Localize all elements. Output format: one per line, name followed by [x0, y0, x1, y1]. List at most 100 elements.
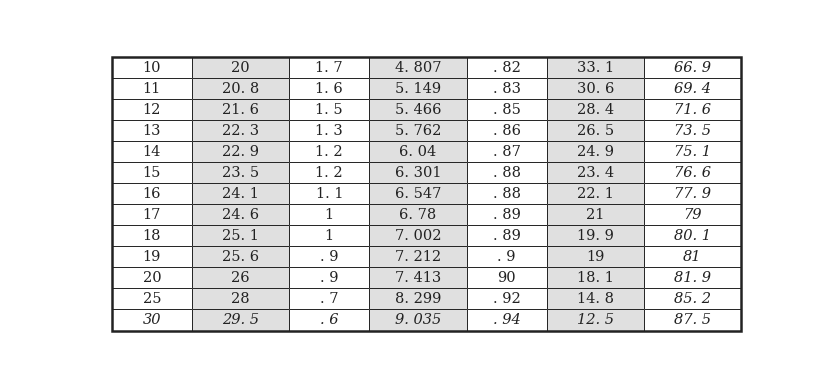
Bar [111, 57, 192, 78]
Bar [290, 288, 369, 309]
Bar [192, 162, 290, 183]
Text: 33. 1: 33. 1 [577, 61, 614, 74]
Bar [192, 99, 290, 120]
Bar [192, 288, 290, 309]
Bar [547, 183, 644, 204]
Text: 20: 20 [231, 61, 250, 74]
Bar [111, 57, 192, 78]
Bar [467, 162, 547, 183]
Bar [547, 288, 644, 309]
Text: 19: 19 [587, 250, 605, 264]
Bar [547, 268, 644, 288]
Bar [467, 162, 547, 183]
Bar [547, 288, 644, 309]
Text: 1: 1 [324, 229, 334, 243]
Text: . 86: . 86 [493, 124, 521, 138]
Bar [192, 120, 290, 141]
Bar [644, 268, 741, 288]
Text: . 9: . 9 [320, 271, 339, 285]
Text: . 6: . 6 [320, 313, 339, 327]
Bar [467, 288, 547, 309]
Text: 1. 5: 1. 5 [315, 103, 343, 117]
Bar [111, 162, 192, 183]
Text: . 89: . 89 [493, 208, 521, 222]
Text: 81: 81 [683, 250, 701, 264]
Bar [369, 57, 467, 78]
Text: . 89: . 89 [493, 229, 521, 243]
Bar [547, 309, 644, 331]
Bar [290, 57, 369, 78]
Bar [467, 183, 547, 204]
Bar [290, 162, 369, 183]
Text: 25. 6: 25. 6 [222, 250, 259, 264]
Text: . 88: . 88 [493, 187, 521, 201]
Bar [290, 120, 369, 141]
Bar [644, 288, 741, 309]
Bar [644, 288, 741, 309]
Text: 20: 20 [142, 271, 161, 285]
Text: 1. 2: 1. 2 [315, 145, 343, 159]
Text: 77. 9: 77. 9 [674, 187, 711, 201]
Text: . 87: . 87 [493, 145, 521, 159]
Text: 79: 79 [683, 208, 701, 222]
Text: . 7: . 7 [320, 292, 339, 306]
Text: 16: 16 [142, 187, 161, 201]
Bar [369, 78, 467, 99]
Text: 28: 28 [231, 292, 250, 306]
Bar [644, 120, 741, 141]
Bar [290, 183, 369, 204]
Text: 75. 1: 75. 1 [674, 145, 711, 159]
Bar [369, 99, 467, 120]
Bar [192, 268, 290, 288]
Bar [467, 204, 547, 225]
Bar [111, 120, 192, 141]
Bar [644, 120, 741, 141]
Bar [547, 268, 644, 288]
Bar [644, 225, 741, 246]
Bar [290, 225, 369, 246]
Bar [467, 246, 547, 268]
Bar [290, 57, 369, 78]
Bar [369, 162, 467, 183]
Text: 28. 4: 28. 4 [577, 103, 614, 117]
Bar [192, 99, 290, 120]
Bar [644, 309, 741, 331]
Text: . 9: . 9 [320, 250, 339, 264]
Text: 85. 2: 85. 2 [674, 292, 711, 306]
Text: 80. 1: 80. 1 [674, 229, 711, 243]
Text: . 94: . 94 [493, 313, 521, 327]
Bar [644, 99, 741, 120]
Text: 18: 18 [142, 229, 161, 243]
Bar [547, 225, 644, 246]
Bar [369, 99, 467, 120]
Text: 7. 002: 7. 002 [394, 229, 441, 243]
Bar [644, 57, 741, 78]
Text: 90: 90 [498, 271, 516, 285]
Bar [547, 57, 644, 78]
Text: 26: 26 [231, 271, 250, 285]
Bar [192, 183, 290, 204]
Bar [644, 78, 741, 99]
Bar [547, 225, 644, 246]
Text: 22. 3: 22. 3 [222, 124, 259, 138]
Bar [192, 57, 290, 78]
Bar [290, 268, 369, 288]
Bar [290, 141, 369, 162]
Bar [547, 99, 644, 120]
Bar [369, 141, 467, 162]
Bar [192, 141, 290, 162]
Bar [192, 246, 290, 268]
Text: 26. 5: 26. 5 [577, 124, 614, 138]
Text: 22. 1: 22. 1 [577, 187, 614, 201]
Bar [192, 268, 290, 288]
Bar [467, 309, 547, 331]
Bar [547, 78, 644, 99]
Bar [111, 99, 192, 120]
Bar [467, 141, 547, 162]
Text: . 88: . 88 [493, 166, 521, 180]
Bar [644, 183, 741, 204]
Bar [467, 309, 547, 331]
Bar [111, 162, 192, 183]
Text: 30: 30 [142, 313, 161, 327]
Bar [369, 162, 467, 183]
